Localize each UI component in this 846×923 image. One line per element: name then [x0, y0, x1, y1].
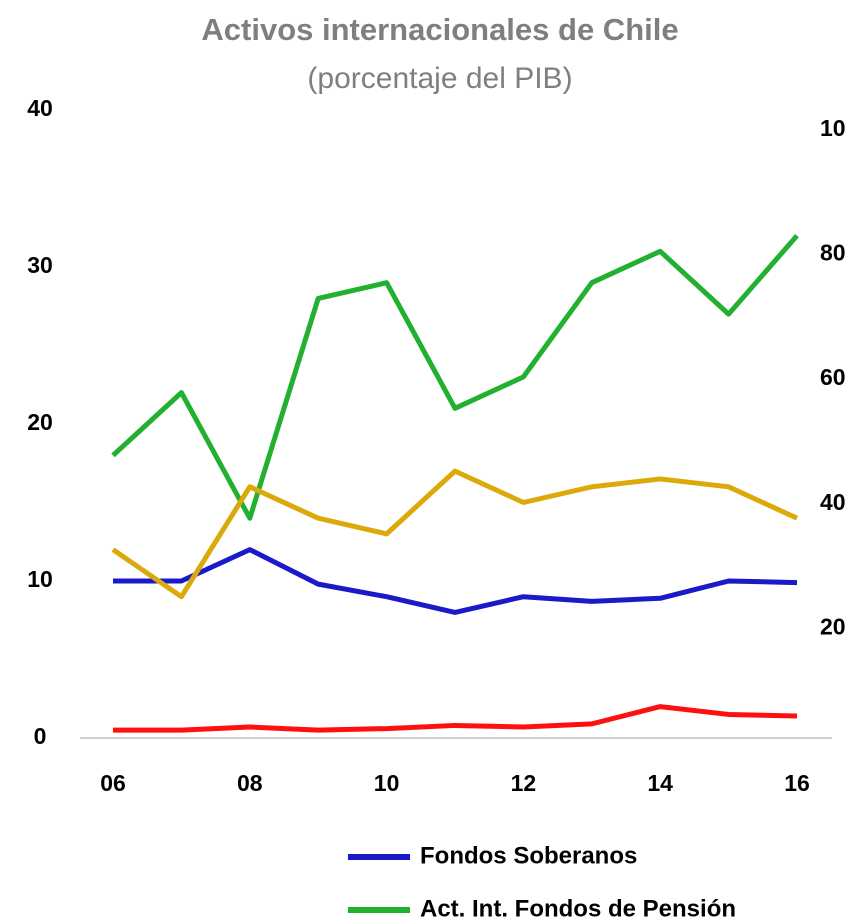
y2-tick-label: 40 [820, 489, 846, 515]
legend-label: Fondos Soberanos [420, 842, 637, 869]
x-tick-label: 08 [237, 770, 263, 796]
y2-tick-label: 80 [820, 240, 846, 266]
series-line [111, 468, 799, 600]
y-tick-label: 20 [27, 409, 53, 435]
chart-title: Activos internacionales de Chile [201, 12, 678, 47]
legend-label: Act. Int. Fondos de Pensión [420, 895, 736, 922]
y2-tick-label: 60 [820, 364, 846, 390]
x-tick-label: 12 [511, 770, 537, 796]
series-line [113, 547, 798, 615]
y-tick-label: 30 [27, 252, 53, 278]
y2-tick-label: 20 [820, 613, 846, 639]
x-tick-label: 14 [647, 770, 673, 796]
y2-tick-label: 100 [820, 115, 846, 141]
y-tick-label: 10 [27, 566, 53, 592]
chart-subtitle: (porcentaje del PIB) [307, 62, 572, 95]
x-tick-label: 10 [374, 770, 400, 796]
y-tick-label: 40 [27, 95, 53, 121]
y-tick-label: 0 [34, 723, 47, 749]
series-line [113, 704, 798, 733]
series-line [111, 233, 799, 521]
x-tick-label: 16 [784, 770, 810, 796]
x-tick-label: 06 [100, 770, 126, 796]
